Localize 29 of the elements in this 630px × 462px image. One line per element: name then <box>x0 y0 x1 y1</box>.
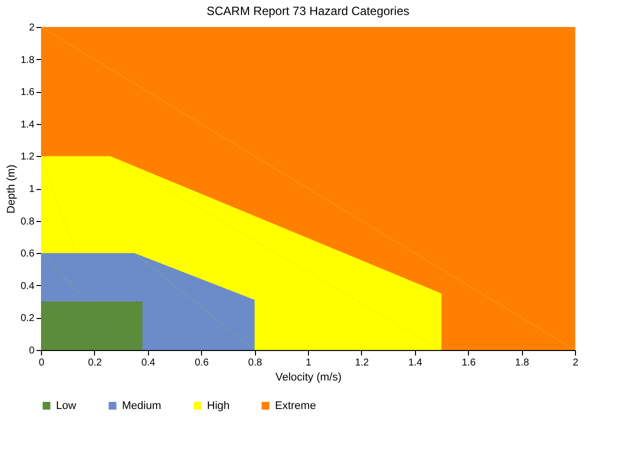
y-tick-label: 0.8 <box>20 216 35 228</box>
y-tick-label: 1.8 <box>20 54 35 66</box>
y-tick-label: 0.2 <box>20 313 35 324</box>
x-tick-label: 0.2 <box>88 358 102 368</box>
x-tick-label: 0.8 <box>248 358 262 368</box>
x-tick-label: 1.8 <box>515 358 530 368</box>
y-tick-label: 1 <box>28 184 35 195</box>
legend-label: High <box>207 400 230 412</box>
y-tick-label: 0.4 <box>20 280 35 292</box>
x-tick-label: 0.4 <box>141 358 156 368</box>
x-tick-label: 1 <box>306 358 312 368</box>
x-tick-label: 1.4 <box>408 358 423 368</box>
legend-label: Low <box>56 400 76 412</box>
x-tick-label: 0 <box>38 358 45 368</box>
x-tick-label: 1.2 <box>354 358 370 368</box>
legend-label: Extreme <box>275 400 316 412</box>
chart-title: SCARM Report 73 Hazard Categories <box>206 4 410 18</box>
x-tick-label: 0.6 <box>194 358 210 368</box>
y-tick-label: 2 <box>28 22 35 34</box>
y-tick-label: 1.6 <box>20 87 35 98</box>
legend-label: Medium <box>122 400 162 412</box>
x-tick-label: 2 <box>572 358 579 368</box>
y-tick-label: 1.2 <box>20 152 35 163</box>
y-tick-label: 0.6 <box>20 248 35 260</box>
x-tick-label: 1.6 <box>462 358 476 368</box>
y-axis-title: Depth (m) <box>6 164 18 214</box>
y-tick-label: 0 <box>28 346 35 356</box>
x-axis-title: Velocity (m/s) <box>275 372 342 384</box>
y-tick-label: 1.4 <box>20 119 35 130</box>
